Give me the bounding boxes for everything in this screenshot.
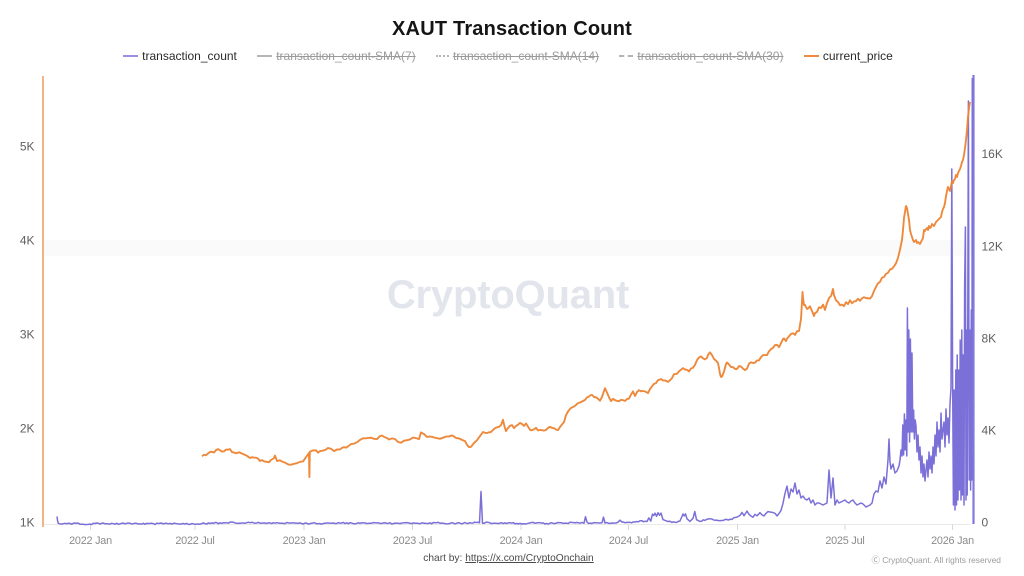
svg-text:16K: 16K bbox=[982, 147, 1003, 161]
svg-text:2025 Jan: 2025 Jan bbox=[716, 535, 759, 547]
svg-text:3K: 3K bbox=[20, 328, 35, 342]
svg-text:2022 Jul: 2022 Jul bbox=[175, 535, 214, 547]
svg-text:0: 0 bbox=[982, 516, 989, 530]
svg-text:2K: 2K bbox=[20, 422, 35, 436]
svg-text:4K: 4K bbox=[20, 234, 35, 248]
svg-text:4K: 4K bbox=[982, 424, 997, 438]
svg-text:12K: 12K bbox=[982, 239, 1003, 253]
svg-text:2025 Jul: 2025 Jul bbox=[825, 535, 864, 547]
svg-text:2023 Jan: 2023 Jan bbox=[283, 535, 326, 547]
svg-text:2024 Jan: 2024 Jan bbox=[500, 535, 543, 547]
svg-text:2026 Jan: 2026 Jan bbox=[931, 535, 974, 547]
svg-text:5K: 5K bbox=[20, 140, 35, 154]
svg-text:2023 Jul: 2023 Jul bbox=[393, 535, 432, 547]
svg-text:8K: 8K bbox=[982, 331, 997, 345]
svg-text:2022 Jan: 2022 Jan bbox=[69, 535, 112, 547]
svg-text:1K: 1K bbox=[20, 516, 35, 530]
svg-text:2024 Jul: 2024 Jul bbox=[609, 535, 648, 547]
